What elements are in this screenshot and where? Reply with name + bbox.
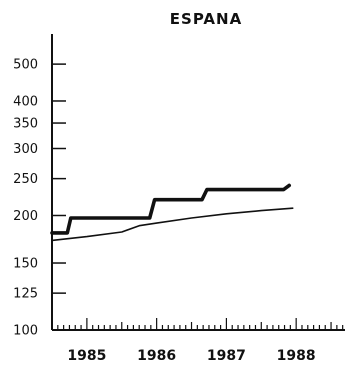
x-tick-label: 1987 (207, 348, 246, 364)
x-axis-ticks: 1985 1986 1987 1988 (51, 318, 344, 364)
series-lines (50, 183, 294, 242)
y-tick-label: 125 (13, 287, 38, 302)
x-tick-label: 1985 (67, 348, 106, 364)
x-tick-label: 1986 (137, 348, 176, 364)
y-tick-label: 250 (13, 172, 38, 187)
y-tick-label: 100 (13, 324, 38, 339)
chart-title: ESPANA (170, 10, 242, 28)
series-line-thin (51, 207, 294, 242)
y-tick-label: 300 (13, 142, 38, 157)
y-tick-label: 400 (13, 94, 38, 109)
y-tick-label: 200 (13, 209, 38, 224)
series-line-thick (50, 183, 292, 235)
y-tick-label: 150 (13, 257, 38, 272)
y-axis-ticks: 100 125 150 200 250 300 350 400 500 (13, 58, 66, 339)
x-tick-label: 1988 (277, 348, 316, 364)
y-tick-label: 500 (13, 58, 38, 73)
y-tick-label: 350 (13, 117, 38, 132)
